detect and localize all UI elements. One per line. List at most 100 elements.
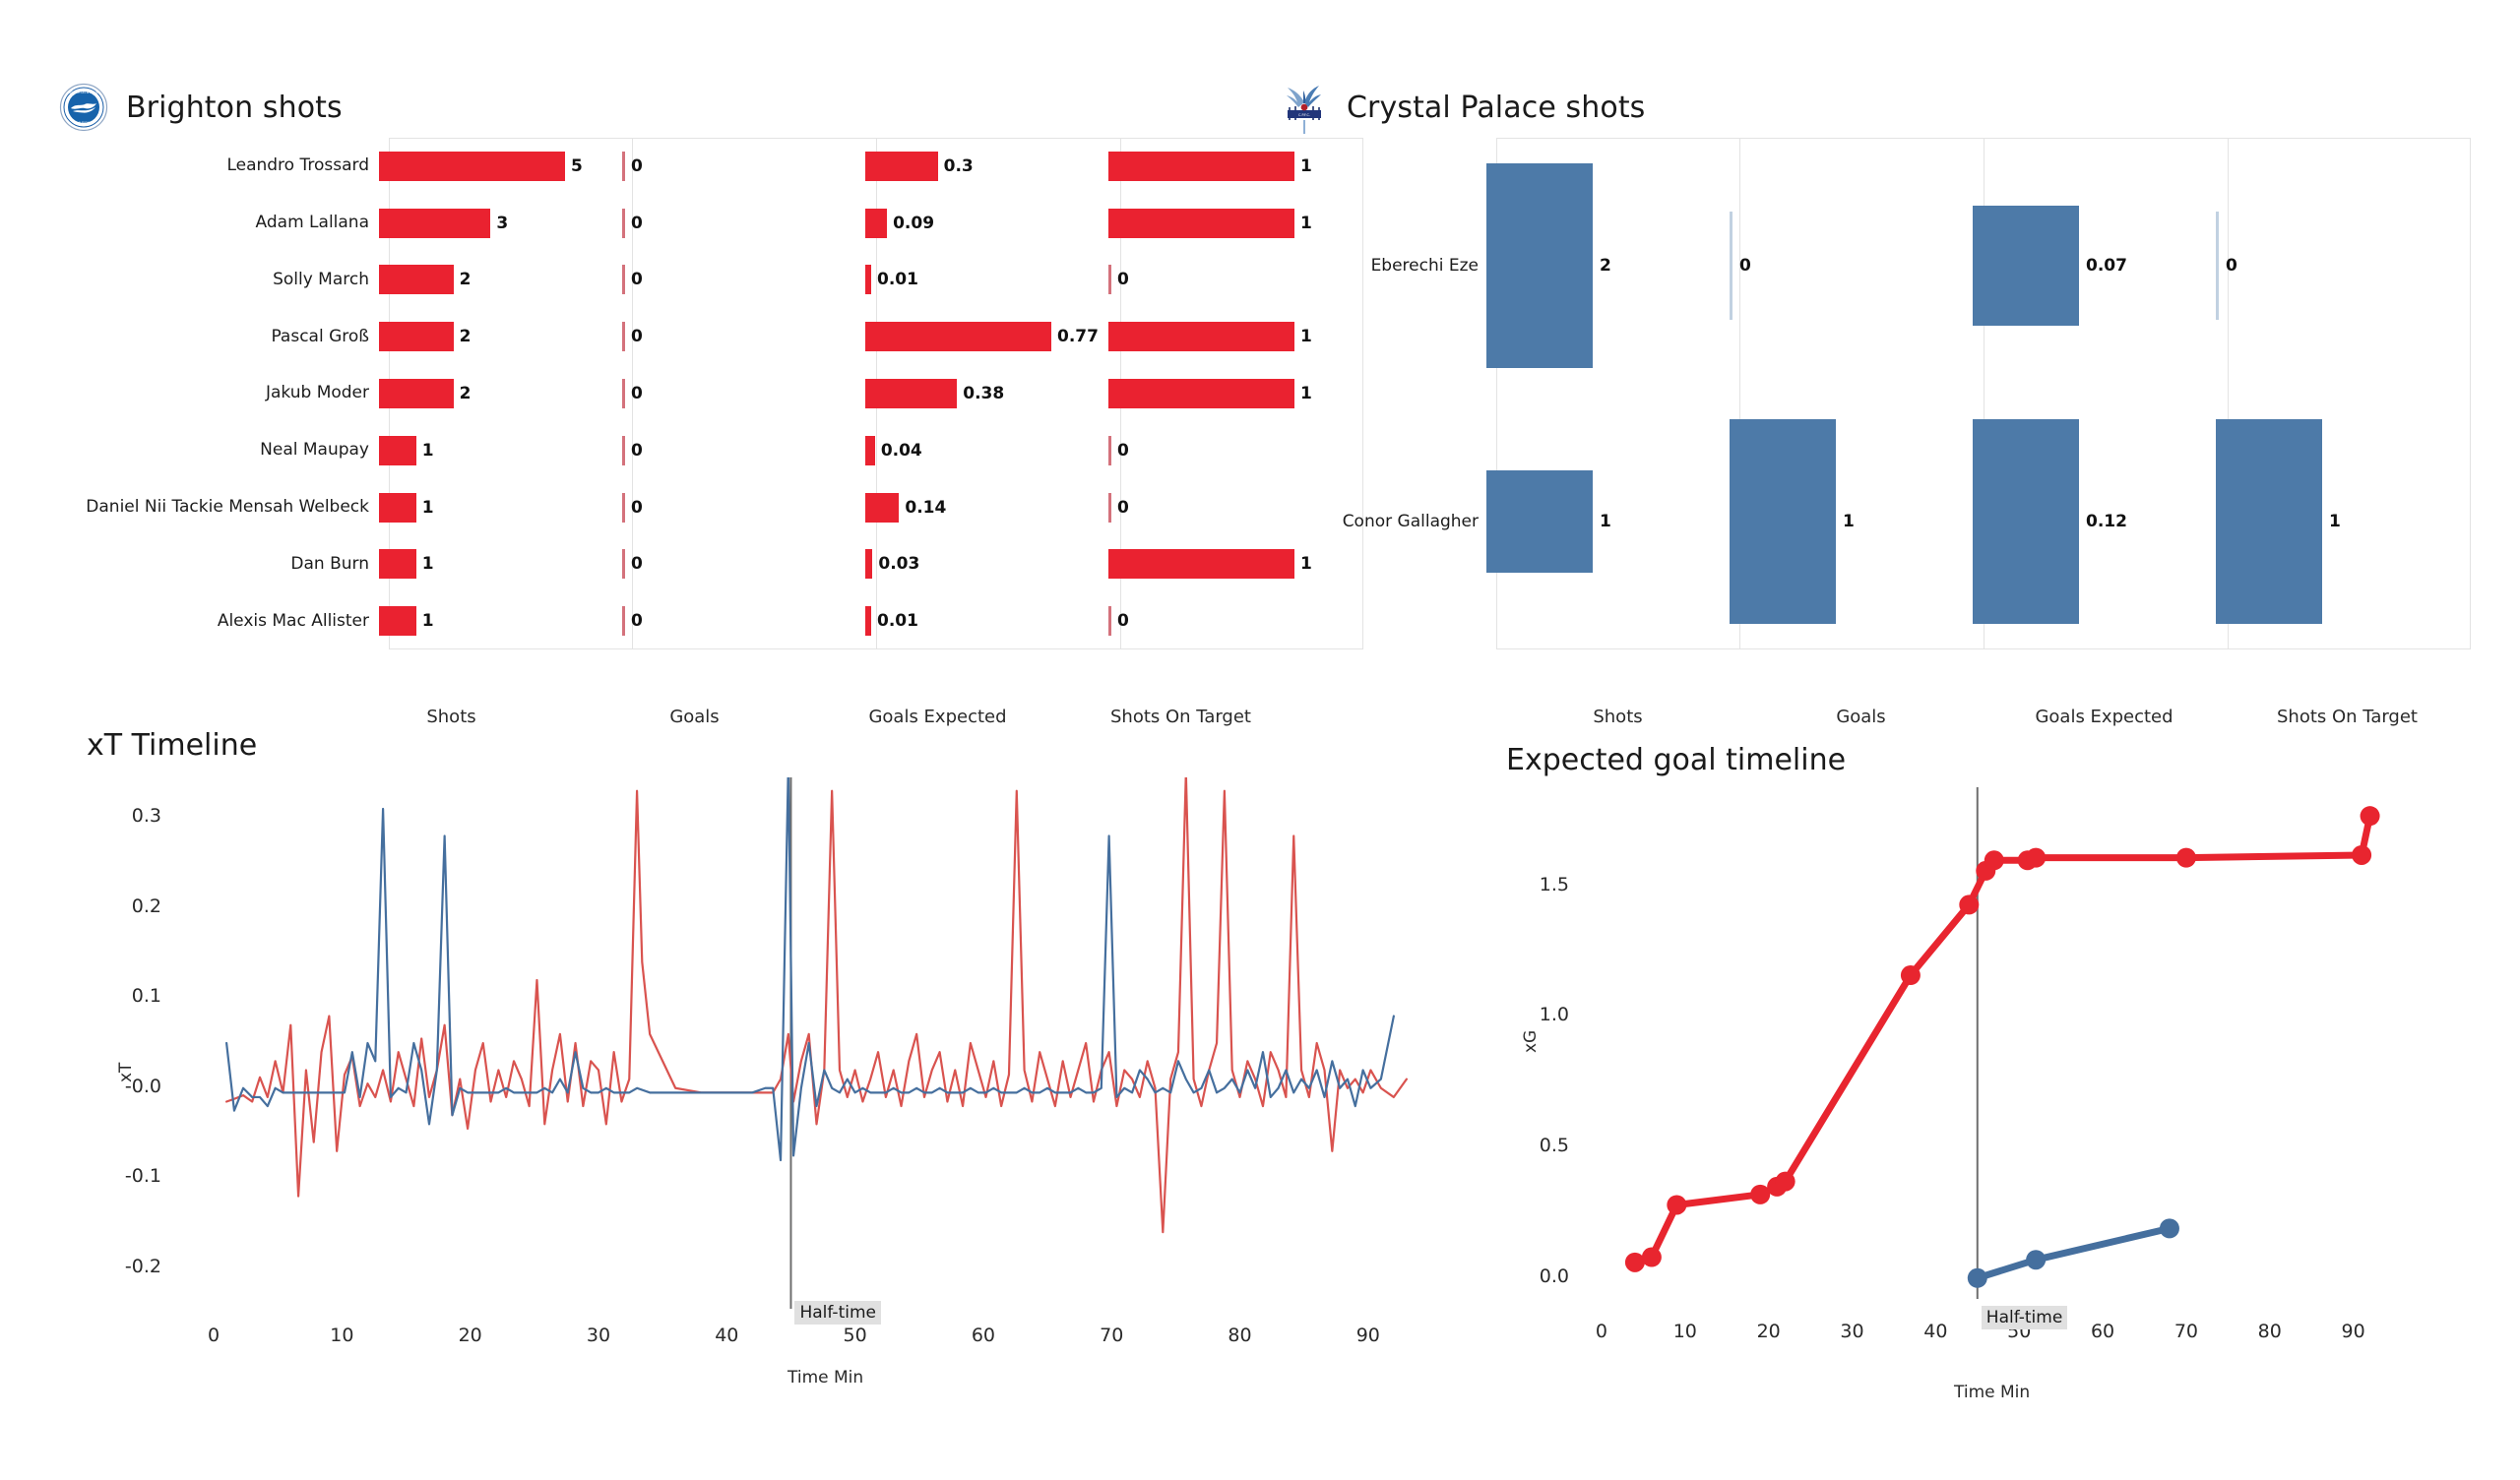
xt-timeline-xlabel: Time Min [788,1368,864,1388]
bar-value-label: 0 [631,440,643,461]
table-row: Eberechi Eze 2 0 0.07 0 [1280,138,2490,394]
bar-goals [622,606,625,637]
player-metric-cells: 2 0 0.07 0 [1486,138,2490,394]
player-metric-cells: 2 0 0.77 1 [379,308,1312,365]
bar-goals [622,549,625,580]
bar-value-label: 0.14 [905,497,947,518]
player-name-label: Jakub Moder [265,383,369,403]
x-axis-tick: 30 [586,1325,611,1346]
bar-value-label: 0 [631,497,643,518]
metric-cell-goals: 0 [1730,138,1751,394]
metric-cell-shots: 2 [379,365,471,422]
bar-value-label: 1 [1843,512,1855,531]
brighton-crest-icon: BRIGHTON & HOVE ALBION [59,81,108,134]
metric-cell-goals: 1 [1730,394,1855,649]
y-axis-tick: -0.0 [124,1075,161,1097]
table-row: Daniel Nii Tackie Mensah Welbeck 1 0 0.14 0 [59,479,1304,536]
bar-goals-expected [865,435,875,465]
svg-text:ALBION: ALBION [78,121,90,125]
metric-cell-shots: 2 [379,252,471,309]
table-row: Leandro Trossard 5 0 0.3 1 [59,138,1312,195]
metric-cell-shots-on-target: 1 [1108,195,1312,252]
metric-cell-shots-on-target: 0 [1108,422,1129,479]
metric-cell-shots: 1 [1486,394,1611,649]
metric-cell-goals: 0 [622,252,643,309]
bar-shots [379,322,454,352]
bar-value-label: 2 [459,384,472,404]
bar-goals [622,379,625,409]
x-axis-tick: 90 [1355,1325,1380,1346]
x-axis-tick: 10 [1672,1321,1697,1342]
y-axis-tick: 0.3 [131,805,161,828]
table-row: Conor Gallagher 1 1 0.12 1 [1280,394,2490,649]
y-axis-tick: -0.1 [124,1165,161,1188]
crystal-palace-crest-icon: C.P.F.C. [1280,81,1329,134]
metric-cell-goals-expected: 0.77 [865,308,1099,365]
player-metric-cells: 5 0 0.3 1 [379,138,1312,195]
svg-text:C.P.F.C.: C.P.F.C. [1298,113,1310,117]
player-metric-cells: 1 0 0.01 0 [379,592,1304,649]
bar-value-label: 1 [1300,384,1312,404]
brighton-axis-xg: Goals Expected [868,707,1007,727]
bar-goals [622,208,625,238]
x-axis-tick: 80 [1228,1325,1252,1346]
metric-cell-shots-on-target: 1 [2216,394,2341,649]
palace-grid-background [1496,138,2471,649]
bar-value-label: 2 [1600,256,1611,276]
bar-value-label: 0 [631,611,643,632]
bar-value-label: 1 [1300,213,1312,233]
bar-shots [1486,163,1593,368]
player-metric-cells: 1 0 0.03 1 [379,536,1312,593]
bar-shots [379,492,416,523]
metric-cell-goals-expected: 0.01 [865,592,918,649]
player-metric-cells: 1 1 0.12 1 [1486,394,2490,649]
bar-value-label: 1 [1300,155,1312,176]
table-row: Pascal Groß 2 0 0.77 1 [59,308,1312,365]
bar-goals-expected [865,379,958,409]
xg-timeline-plot [1624,787,2380,1299]
metric-cell-goals-expected: 0.09 [865,195,934,252]
bar-shots-on-target [1108,606,1111,637]
bar-value-label: 0 [631,155,643,176]
metric-cell-goals-expected: 0.12 [1973,394,2127,649]
metric-cell-shots: 1 [379,479,434,536]
bar-value-label: 1 [1600,512,1611,531]
y-axis-tick: 0.5 [1539,1135,1569,1157]
x-axis-tick: 0 [208,1325,220,1346]
brighton-column-axis: Shots Goals Goals Expected Shots On Targ… [330,707,1304,727]
brighton-row-container: Leandro Trossard 5 0 0.3 1 Adam Lallana 3 0 0.09… [59,138,1312,649]
bar-goals-expected [865,549,873,580]
brighton-shots-table: Leandro Trossard 5 0 0.3 1 Adam Lallana 3 0 0.09… [59,138,1363,709]
metric-cell-shots-on-target: 1 [1108,365,1312,422]
metric-cell-shots: 5 [379,138,583,195]
metric-cell-shots: 1 [379,536,434,593]
metric-cell-goals: 0 [622,365,643,422]
xg-timeline-ylabel: xG [1521,1029,1541,1053]
xg-halftime-label: Half-time [1981,1306,2068,1329]
palace-axis-goals: Goals [1836,707,1886,727]
player-metric-cells: 3 0 0.09 1 [379,195,1312,252]
bar-goals-expected [865,151,938,181]
bar-value-label: 0.09 [893,213,935,233]
brighton-axis-goals: Goals [669,707,720,727]
x-axis-tick: 70 [1100,1325,1124,1346]
bar-value-label: 1 [421,611,434,632]
palace-shots-table: Eberechi Eze 2 0 0.07 0 Conor Gallagher 1 1 0.12… [1280,138,2490,709]
x-axis-tick: 50 [843,1325,867,1346]
metric-cell-goals: 0 [622,422,643,479]
metric-cell-shots-on-target: 0 [1108,479,1129,536]
bar-value-label: 0.3 [943,155,974,176]
bar-value-label: 1 [1300,327,1312,347]
bar-goals-expected [865,208,888,238]
metric-cell-goals-expected: 0.14 [865,479,946,536]
bar-value-label: 0 [1117,440,1129,461]
palace-col-divider-3 [2228,139,2229,648]
bar-shots [379,549,416,580]
metric-cell-goals: 0 [622,592,643,649]
bar-value-label: 0.01 [877,270,918,290]
table-row: Alexis Mac Allister 1 0 0.01 0 [59,592,1304,649]
palace-title: Crystal Palace shots [1347,90,1646,125]
bar-goals [622,151,625,181]
bar-shots [379,151,565,181]
palace-axis-sot: Shots On Target [2277,707,2418,727]
